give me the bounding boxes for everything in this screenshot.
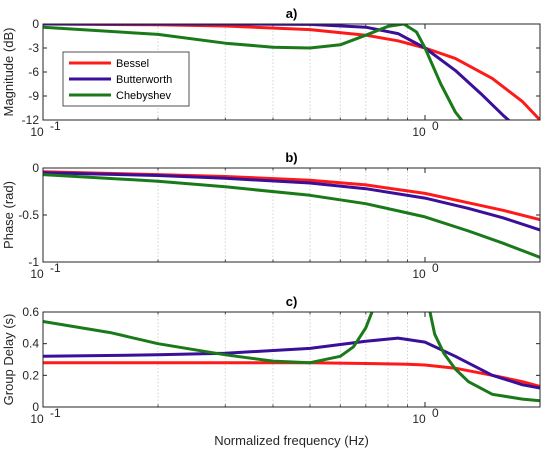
- series-group: [43, 170, 540, 259]
- legend-label-bessel: Bessel: [116, 58, 149, 70]
- y-tick-label: 0.2: [22, 368, 39, 382]
- y-tick-label: -0.5: [18, 208, 39, 222]
- y-tick-label: 0: [32, 161, 39, 175]
- y-tick-label: -12: [22, 113, 40, 127]
- series-line-chebyshev: [43, 173, 540, 259]
- x-tick-exponent: -1: [50, 119, 61, 133]
- legend-label-butterworth: Butterworth: [116, 74, 172, 86]
- panel-title: a): [286, 6, 298, 21]
- panel-title: b): [285, 150, 297, 165]
- series-line-bessel: [43, 24, 540, 120]
- y-tick-label: 0.4: [22, 337, 39, 351]
- y-axis-label: Phase (rad): [1, 181, 16, 249]
- x-tick-exponent: 0: [432, 261, 439, 275]
- panel-title: c): [286, 294, 298, 309]
- x-tick-label: 10: [30, 412, 44, 426]
- series-line-chebyshev: [43, 312, 540, 403]
- y-tick-label: -6: [28, 65, 39, 79]
- series-line-butterworth: [43, 336, 540, 390]
- plot-area: [43, 312, 540, 407]
- plot-area: [43, 168, 540, 262]
- y-tick-label: 0: [32, 17, 39, 31]
- legend: Bessel Butterworth Chebyshev: [62, 51, 190, 107]
- y-axis-label: Magnitude (dB): [1, 28, 16, 117]
- x-axis-label: Normalized frequency (Hz): [214, 433, 369, 448]
- x-tick-label: 10: [30, 267, 44, 281]
- series-line-butterworth: [43, 171, 540, 232]
- panel-2: 0-0.5-110 -1 10 0b)Phase (rad): [1, 150, 541, 281]
- x-tick-exponent: 0: [432, 119, 439, 133]
- x-tick-exponent: 0: [432, 406, 439, 420]
- y-tick-label: -3: [28, 41, 39, 55]
- axes-frame: [42, 311, 541, 408]
- legend-label-chebyshev: Chebyshev: [116, 90, 172, 102]
- series-line-chebyshev: [43, 24, 464, 120]
- series-group: [43, 312, 540, 403]
- y-tick-label: 0.6: [22, 305, 39, 319]
- x-tick-label: 10: [412, 125, 426, 139]
- y-tick-label: 0: [32, 400, 39, 414]
- x-tick-label: 10: [412, 267, 426, 281]
- x-tick-exponent: -1: [50, 261, 61, 275]
- x-tick-label: 10: [412, 412, 426, 426]
- x-tick-label: 10: [30, 125, 44, 139]
- y-tick-label: -1: [28, 255, 39, 269]
- y-tick-label: -9: [28, 89, 39, 103]
- x-tick-exponent: -1: [50, 406, 61, 420]
- y-axis-label: Group Delay (s): [1, 314, 16, 406]
